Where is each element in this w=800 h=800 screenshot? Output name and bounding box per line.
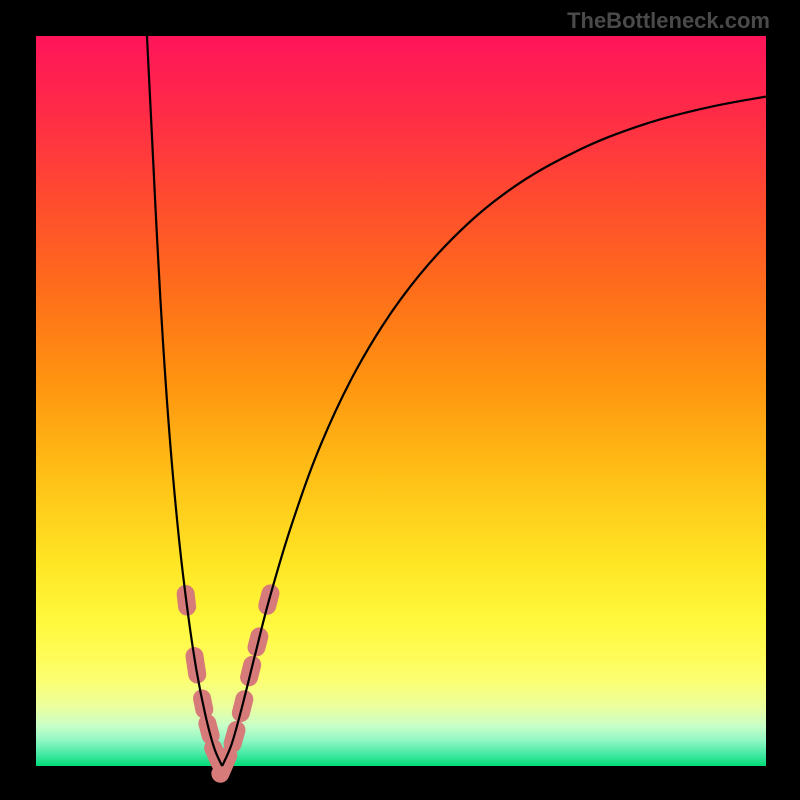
curve-left-branch <box>147 36 222 766</box>
watermark-text: TheBottleneck.com <box>567 8 770 34</box>
curve-right-branch <box>222 97 766 766</box>
chart-stage: TheBottleneck.com <box>0 0 800 800</box>
curve-layer <box>36 36 766 766</box>
plot-area <box>36 36 766 766</box>
